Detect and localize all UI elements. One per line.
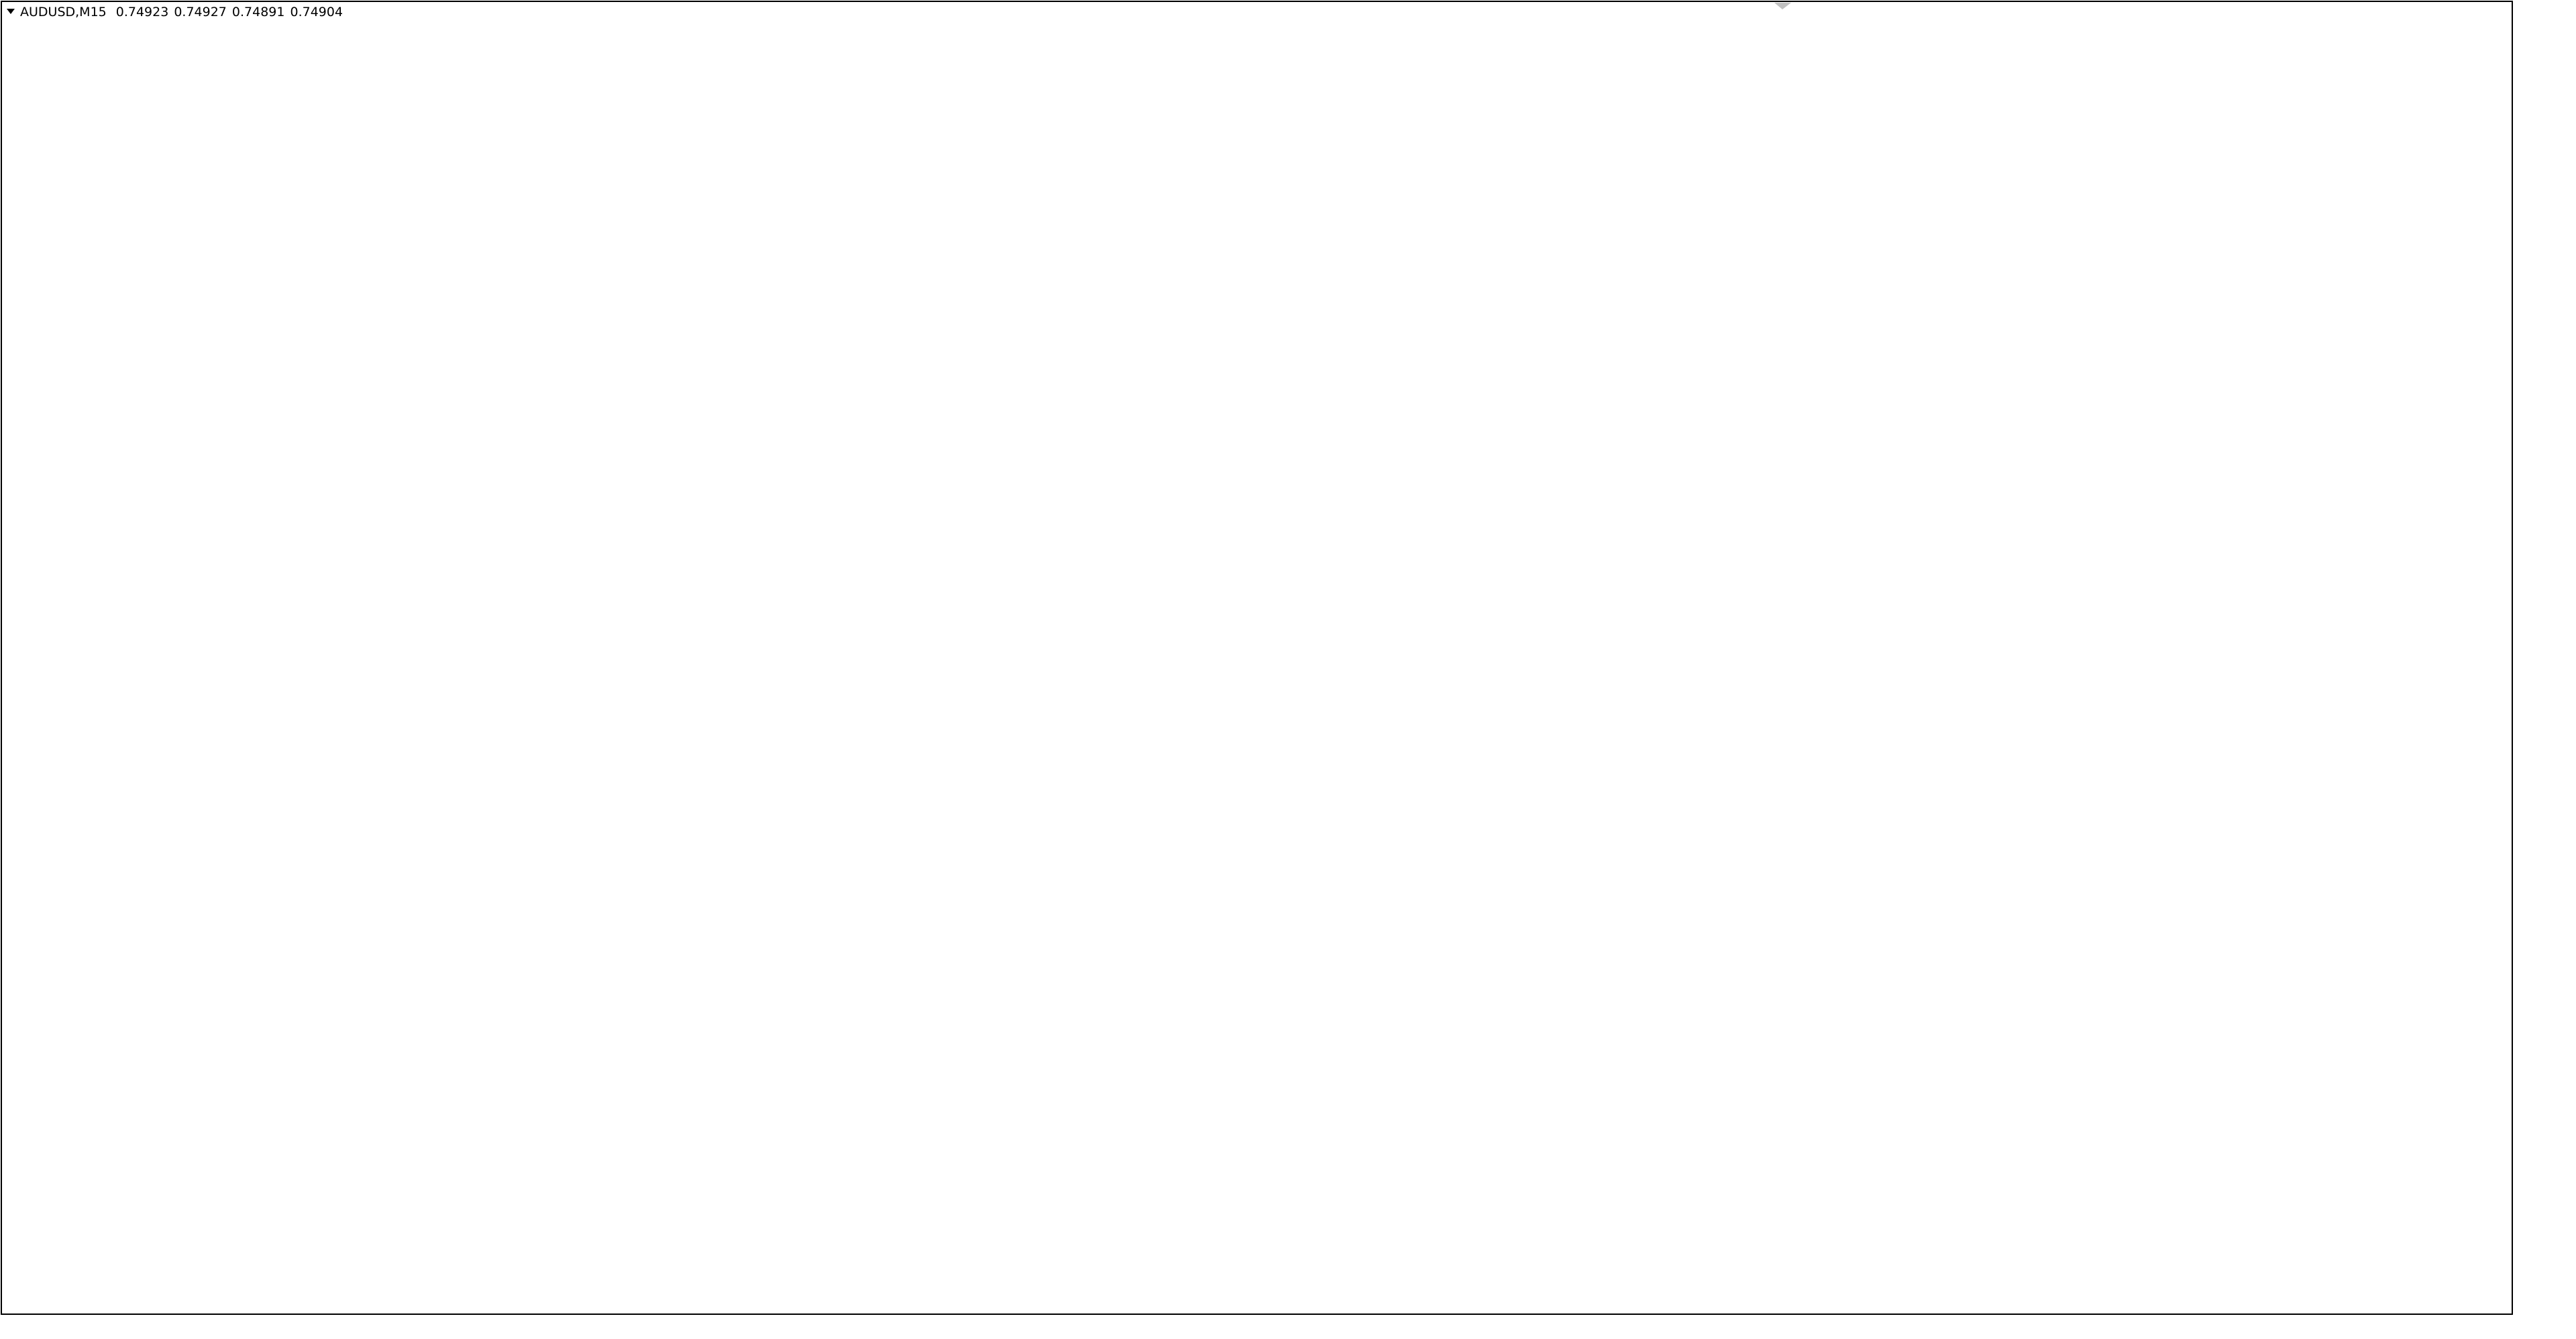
chart-shift-marker xyxy=(1774,3,1791,9)
plot-frame xyxy=(1,1,2513,1315)
quote-low: 0.74891 xyxy=(232,5,285,19)
symbol: AUDUSD,M15 xyxy=(20,5,107,19)
chart-header: AUDUSD,M15 0.74923 0.74927 0.74891 0.74904 xyxy=(20,5,343,19)
quote-close: 0.74904 xyxy=(290,5,343,19)
axes: AUDUSD,M15 0.74923 0.74927 0.74891 0.74904 xyxy=(1,1,2513,1315)
symbol-menu-arrow[interactable] xyxy=(7,9,15,14)
quote-high: 0.74927 xyxy=(174,5,227,19)
quote-open: 0.74923 xyxy=(116,5,169,19)
